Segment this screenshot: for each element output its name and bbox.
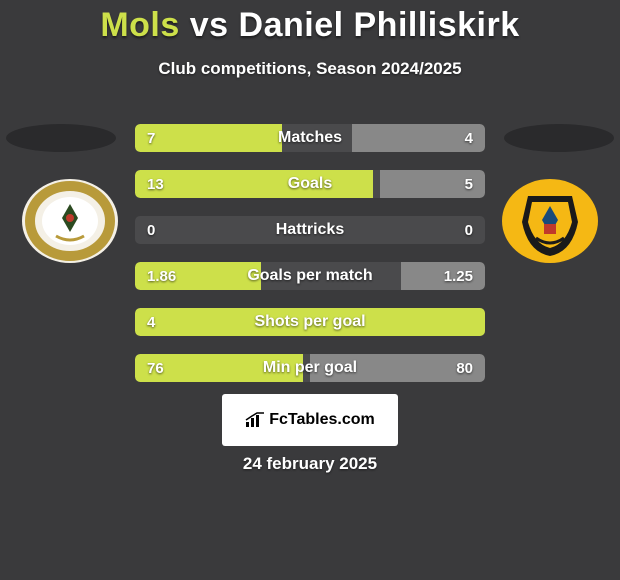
season-subtitle: Club competitions, Season 2024/2025 bbox=[0, 59, 620, 79]
comparison-title: Mols vs Daniel Philliskirk bbox=[0, 0, 620, 45]
stat-row: Matches7 4 bbox=[135, 124, 485, 152]
player2-name: Daniel Philliskirk bbox=[239, 6, 520, 44]
stat-value-player1: 1.86 bbox=[147, 262, 176, 290]
stat-row: Min per goal76 80 bbox=[135, 354, 485, 382]
vs-text: vs bbox=[180, 6, 239, 44]
date-text: 24 february 2025 bbox=[0, 454, 620, 474]
crest-icon bbox=[500, 178, 600, 264]
stat-value-player1: 13 bbox=[147, 170, 164, 198]
stat-label: Shots per goal bbox=[135, 308, 485, 336]
player1-crest bbox=[20, 178, 120, 264]
branding-text: FcTables.com bbox=[269, 411, 375, 429]
stats-bars: Matches7 4 Goals13 5 Hattricks0 0 Goals per ma… bbox=[135, 124, 485, 400]
player2-shadow bbox=[504, 124, 614, 152]
stat-row: Hattricks0 0 bbox=[135, 216, 485, 244]
stat-value-player1: 7 bbox=[147, 124, 155, 152]
stat-value-player2: 80 bbox=[456, 354, 473, 382]
player1-shadow bbox=[6, 124, 116, 152]
stat-value-player2: 0 bbox=[465, 216, 473, 244]
stat-value-player1: 76 bbox=[147, 354, 164, 382]
stat-label: Goals bbox=[135, 170, 485, 198]
stat-row: Shots per goal4 bbox=[135, 308, 485, 336]
stat-value-player2: 1.25 bbox=[444, 262, 473, 290]
stat-label: Matches bbox=[135, 124, 485, 152]
stat-label: Hattricks bbox=[135, 216, 485, 244]
stat-row: Goals13 5 bbox=[135, 170, 485, 198]
stat-value-player1: 0 bbox=[147, 216, 155, 244]
stat-label: Goals per match bbox=[135, 262, 485, 290]
stat-value-player2: 4 bbox=[465, 124, 473, 152]
crest-icon bbox=[20, 178, 120, 264]
stat-row: Goals per match1.86 1.25 bbox=[135, 262, 485, 290]
chart-icon bbox=[245, 412, 265, 428]
stat-value-player2: 5 bbox=[465, 170, 473, 198]
stat-label: Min per goal bbox=[135, 354, 485, 382]
branding-badge: FcTables.com bbox=[222, 394, 398, 446]
player1-name: Mols bbox=[100, 6, 179, 44]
stat-value-player1: 4 bbox=[147, 308, 155, 336]
player2-crest bbox=[500, 178, 600, 264]
